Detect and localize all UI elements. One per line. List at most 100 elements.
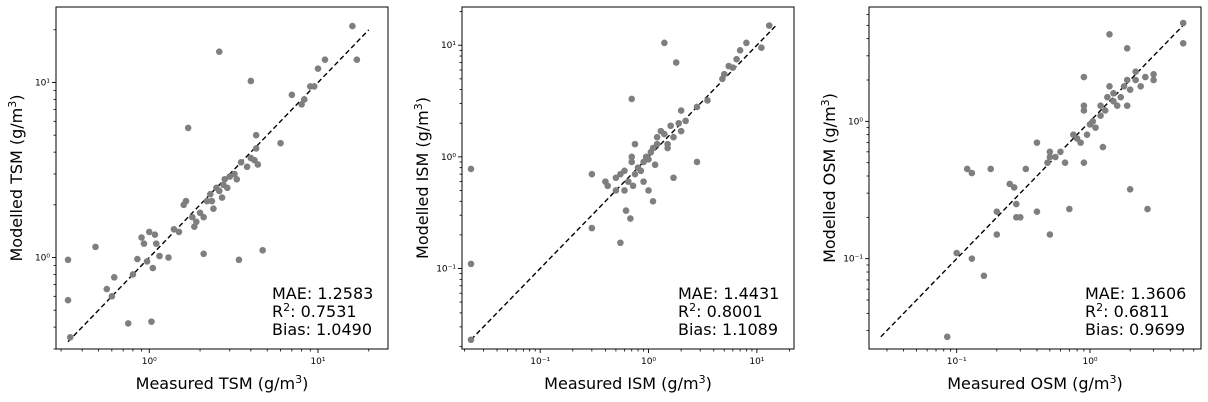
data-point xyxy=(1106,82,1113,90)
data-point xyxy=(1123,76,1131,84)
data-point xyxy=(138,234,145,241)
data-point xyxy=(968,169,976,177)
data-point xyxy=(1083,131,1091,138)
stat-bias: Bias: 1.1089 xyxy=(678,320,778,339)
data-point xyxy=(1089,118,1097,125)
data-point xyxy=(148,318,155,325)
data-point xyxy=(103,285,111,293)
data-point xyxy=(134,255,141,263)
data-point xyxy=(628,153,636,161)
data-point xyxy=(1097,102,1104,109)
x-axis-label-close: ) xyxy=(1117,374,1123,393)
data-point xyxy=(467,260,475,268)
y-axis-label-text: Modelled ISM (g/m xyxy=(413,110,432,259)
data-point xyxy=(670,174,677,182)
data-point xyxy=(314,65,322,72)
data-point xyxy=(677,127,685,135)
data-point xyxy=(624,178,632,185)
x-axis-label: Measured OSM (g/m3) xyxy=(947,373,1123,393)
data-point xyxy=(196,209,204,217)
data-point xyxy=(175,228,183,236)
data-point xyxy=(1033,208,1041,215)
data-point xyxy=(1106,31,1113,38)
data-point xyxy=(980,272,988,280)
data-point xyxy=(140,240,148,247)
data-point xyxy=(193,218,200,226)
y-tick-label: 10⁻¹ xyxy=(843,255,863,265)
data-point xyxy=(993,231,1001,238)
data-point xyxy=(189,213,196,221)
data-point xyxy=(943,333,951,341)
data-point xyxy=(1179,40,1187,47)
data-point xyxy=(221,175,229,183)
data-point xyxy=(628,158,636,166)
data-point xyxy=(1080,102,1088,109)
data-point xyxy=(649,144,657,152)
stat-r2-superscript: 2 xyxy=(689,301,696,314)
data-point xyxy=(1046,148,1054,156)
x-tick-label: 10¹ xyxy=(749,357,764,367)
data-point xyxy=(301,96,308,103)
x-axis-label-close: ) xyxy=(302,374,308,393)
data-point xyxy=(208,197,216,205)
data-point xyxy=(110,274,118,281)
stat-r2-superscript: 2 xyxy=(1096,301,1103,314)
data-point xyxy=(1092,124,1099,131)
data-point xyxy=(149,264,157,272)
data-point xyxy=(677,107,685,114)
data-point xyxy=(145,228,153,236)
stat-r2-value: : 0.6811 xyxy=(1103,302,1169,321)
stat-r2-label: R xyxy=(1085,302,1096,321)
data-point xyxy=(1057,148,1064,156)
stat-mae: MAE: 1.4431 xyxy=(678,284,779,303)
data-point xyxy=(1123,102,1131,109)
plot-frame xyxy=(55,6,389,350)
data-point xyxy=(637,167,645,175)
data-point xyxy=(277,139,284,147)
data-point xyxy=(210,205,217,213)
data-point xyxy=(765,22,773,29)
data-point xyxy=(1044,159,1051,166)
data-point xyxy=(631,140,639,148)
data-point xyxy=(645,156,652,163)
data-point xyxy=(288,91,296,99)
data-point xyxy=(1099,143,1107,151)
x-tick-label: 10⁰ xyxy=(1082,357,1097,367)
data-point xyxy=(151,231,159,238)
y-axis-label: Modelled TSM (g/m3) xyxy=(6,94,26,261)
x-axis-label: Measured ISM (g/m3) xyxy=(544,373,712,393)
data-point xyxy=(622,207,630,214)
data-point xyxy=(254,161,262,168)
stat-r2-value: : 0.7531 xyxy=(290,302,356,321)
data-point xyxy=(758,44,765,52)
data-point xyxy=(968,255,976,262)
data-point xyxy=(1144,205,1151,213)
y-tick-label: 10¹ xyxy=(35,78,50,88)
y-axis-label-close: ) xyxy=(7,94,26,100)
data-point xyxy=(588,170,596,178)
data-point xyxy=(298,101,305,108)
data-point xyxy=(1104,93,1111,101)
data-point xyxy=(664,144,671,152)
x-tick-label: 10⁻¹ xyxy=(947,357,967,367)
data-point xyxy=(651,161,659,169)
y-axis-label: Modelled ISM (g/m3) xyxy=(412,97,432,259)
data-point xyxy=(631,170,639,178)
x-axis-label-text: Measured OSM (g/m xyxy=(947,374,1109,393)
data-point xyxy=(733,55,740,63)
stat-r2: R2: 0.6811 xyxy=(1085,301,1170,321)
data-point xyxy=(670,133,677,141)
data-point xyxy=(640,158,647,166)
stat-bias: Bias: 0.9699 xyxy=(1085,320,1185,339)
data-point xyxy=(1077,139,1084,146)
y-tick-label: 10⁰ xyxy=(848,117,863,127)
data-point xyxy=(953,249,960,257)
stat-mae: MAE: 1.2583 xyxy=(272,284,373,303)
data-point xyxy=(108,293,116,300)
stat-r2: R2: 0.7531 xyxy=(272,301,357,321)
data-point xyxy=(1080,73,1088,81)
data-point xyxy=(1132,76,1139,84)
